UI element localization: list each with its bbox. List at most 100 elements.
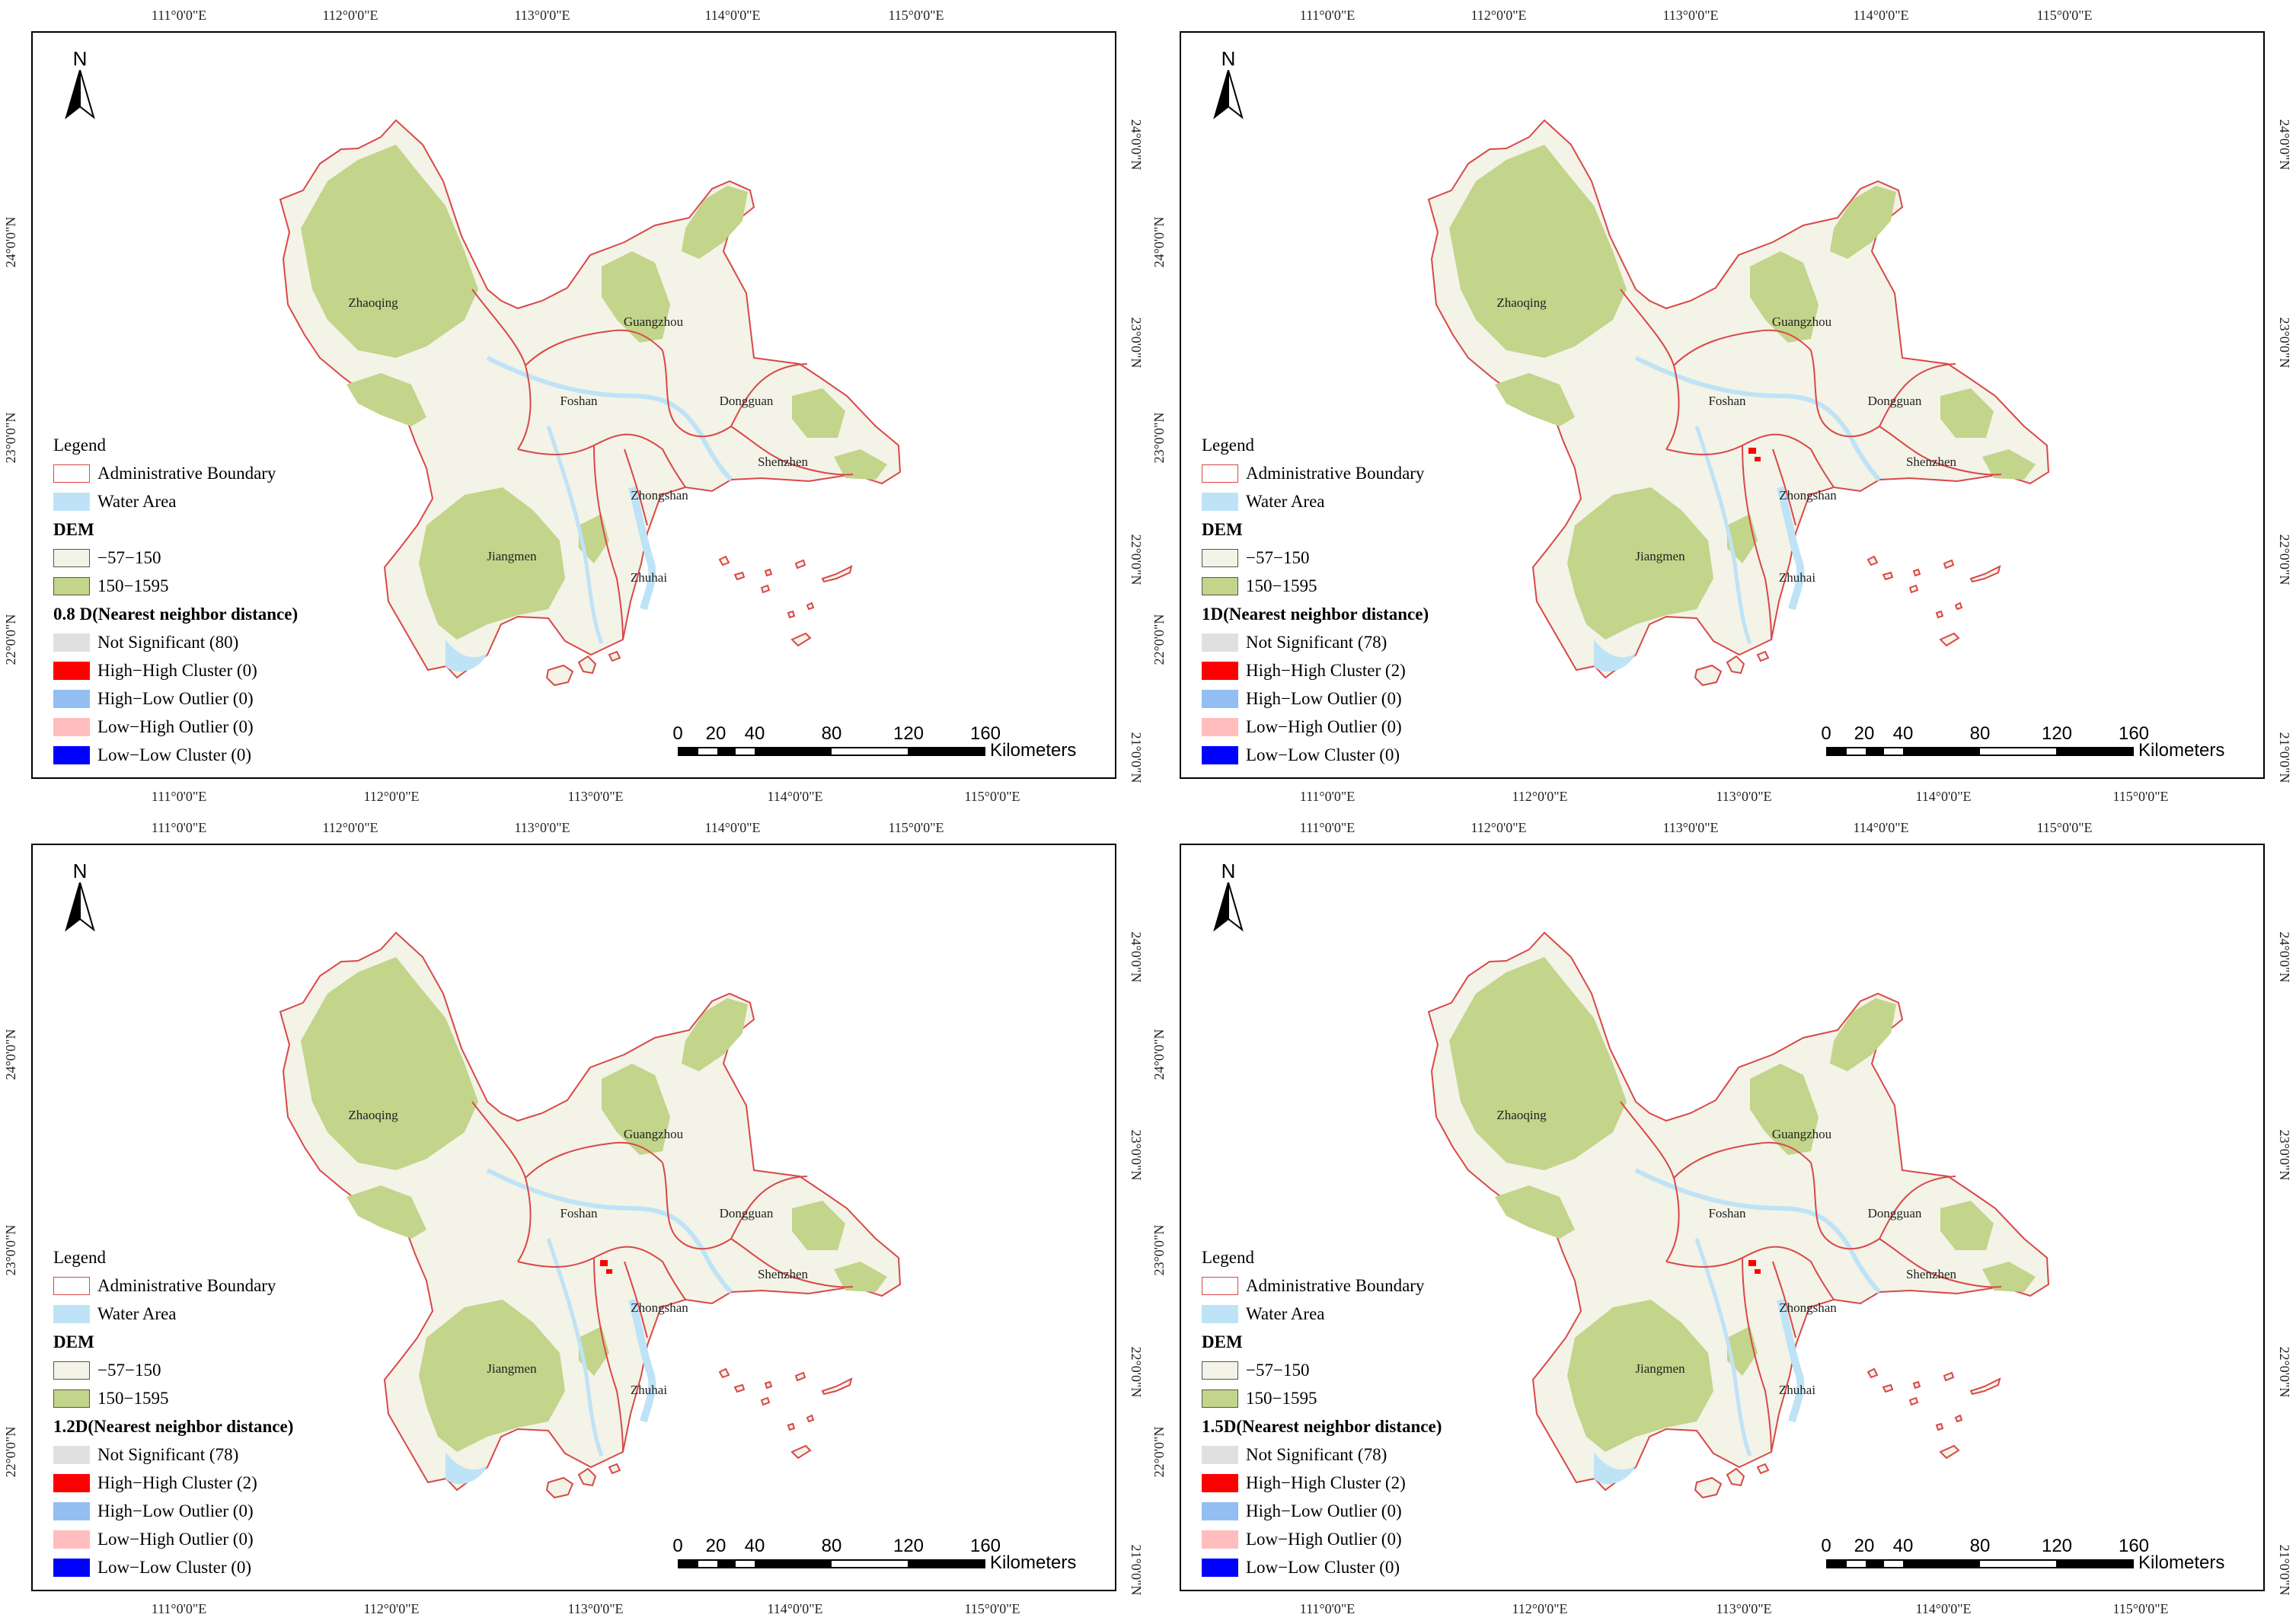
low-low-swatch bbox=[53, 1558, 90, 1577]
city-labels: Zhaoqing Guangzhou Foshan Dongguan Shenz… bbox=[348, 295, 808, 585]
scale-bar: 0 20 40 80 120 160 Kilometers bbox=[1821, 723, 2224, 769]
highland-jiangmen bbox=[419, 487, 565, 640]
legend-item-high-high: High−High Cluster (2) bbox=[53, 1469, 293, 1497]
water-river bbox=[486, 1168, 733, 1294]
water-reservoir bbox=[445, 640, 487, 672]
scale-bar-ticks: 0 20 40 80 120 160 bbox=[1821, 1536, 2222, 1556]
highland-guangzhou-north bbox=[682, 998, 748, 1071]
legend-label: 150−1595 bbox=[1246, 1389, 1317, 1408]
high-high-swatch bbox=[1202, 1473, 1238, 1492]
city-label-foshan: Foshan bbox=[560, 394, 598, 408]
highland-shenzhen bbox=[834, 1262, 887, 1292]
highland-guangzhou-north bbox=[1830, 998, 1896, 1071]
lon-tick: 111°0'0"E bbox=[152, 789, 206, 804]
highland-zhaoqing bbox=[1449, 957, 1627, 1170]
water-estuary bbox=[1777, 1298, 1805, 1423]
scale-tick: 120 bbox=[2041, 1536, 2073, 1556]
lon-tick: 115°0'0"E bbox=[888, 820, 944, 835]
lat-ticks-left: 22°0'0"N 23°0'0"N 24°0'0"N bbox=[3, 217, 18, 665]
legend-label: Low−High Outlier (0) bbox=[1246, 1530, 1402, 1549]
lat-tick: 24°0'0"N bbox=[2277, 120, 2292, 171]
hh-cluster-b bbox=[1755, 457, 1761, 461]
map-canvas: 111°0'0"E 112°0'0"E 113°0'0"E 114°0'0"E … bbox=[1151, 8, 2292, 804]
high-high-clusters bbox=[600, 1260, 612, 1274]
legend-label: Low−High Outlier (0) bbox=[1246, 717, 1402, 736]
city-label-zhuhai: Zhuhai bbox=[631, 570, 667, 585]
low-high-swatch bbox=[1202, 717, 1238, 736]
legend-label: Low−Low Cluster (0) bbox=[1246, 1558, 1400, 1577]
legend-item-high-low: High−Low Outlier (0) bbox=[53, 684, 298, 713]
legend-label: High−Low Outlier (0) bbox=[97, 1501, 254, 1520]
city-label-jiangmen: Jiangmen bbox=[1635, 549, 1685, 563]
not-significant-swatch bbox=[53, 1445, 90, 1464]
north-arrow: N bbox=[1213, 860, 1244, 936]
scale-tick: 0 bbox=[1821, 723, 1831, 744]
not-significant-swatch bbox=[1202, 1445, 1238, 1464]
scale-bar-graphic bbox=[1826, 1559, 2134, 1568]
lat-ticks-right: 21°0'0"N 22°0'0"N 23°0'0"N 24°0'0"N bbox=[1129, 932, 1144, 1596]
lon-tick: 115°0'0"E bbox=[2112, 1601, 2168, 1616]
legend-item-water-area: Water Area bbox=[1202, 487, 1429, 515]
legend-title: Legend bbox=[53, 436, 106, 455]
city-label-dongguan: Dongguan bbox=[1868, 1206, 1922, 1220]
low-high-swatch bbox=[1202, 1530, 1238, 1549]
highland-shenzhen bbox=[834, 449, 887, 480]
legend-item-low-low: Low−Low Cluster (0) bbox=[1202, 741, 1429, 769]
city-label-zhaoqing: Zhaoqing bbox=[348, 1108, 398, 1122]
lat-ticks-right: 21°0'0"N 22°0'0"N 23°0'0"N 24°0'0"N bbox=[2277, 932, 2292, 1596]
lon-tick: 112°0'0"E bbox=[322, 820, 378, 835]
scale-bar-ticks: 0 20 40 80 120 160 bbox=[672, 723, 1074, 744]
scale-bar-unit: Kilometers bbox=[990, 1552, 1077, 1573]
legend-label: Low−High Outlier (0) bbox=[97, 1530, 254, 1549]
legend-label: High−Low Outlier (0) bbox=[1246, 689, 1402, 708]
legend-dem-title: DEM bbox=[1202, 520, 1243, 539]
highland-guangzhou-east bbox=[602, 251, 670, 343]
lat-tick: 22°0'0"N bbox=[1129, 534, 1144, 585]
lat-tick: 22°0'0"N bbox=[3, 1427, 18, 1478]
scale-tick: 40 bbox=[1892, 1536, 1914, 1556]
legend-item-low-high: Low−High Outlier (0) bbox=[1202, 1525, 1442, 1553]
highland-zhaoqing-south bbox=[346, 373, 426, 426]
water-river bbox=[1634, 1168, 1882, 1294]
city-label-guangzhou: Guangzhou bbox=[1772, 314, 1832, 329]
water-river bbox=[486, 356, 733, 482]
lon-tick: 114°0'0"E bbox=[767, 789, 822, 804]
lon-tick: 114°0'0"E bbox=[1915, 1601, 1971, 1616]
study-area bbox=[1427, 119, 2050, 687]
water-xijiang bbox=[546, 1238, 604, 1456]
scale-tick: 20 bbox=[1854, 1536, 1875, 1556]
highland-zhaoqing-south bbox=[346, 1185, 426, 1239]
legend-title: Legend bbox=[53, 1248, 106, 1267]
lat-tick: 24°0'0"N bbox=[3, 1029, 18, 1080]
map-panel-2: 111°0'0"E 112°0'0"E 113°0'0"E 114°0'0"E … bbox=[1148, 0, 2296, 812]
admin-boundaries bbox=[471, 1101, 854, 1453]
legend-label: Administrative Boundary bbox=[1246, 1276, 1425, 1295]
city-label-dongguan: Dongguan bbox=[1868, 394, 1922, 408]
legend-item-not-significant: Not Significant (80) bbox=[53, 628, 298, 656]
highland-zhaoqing bbox=[1449, 145, 1627, 358]
legend-scenario-title: 0.8 D(Nearest neighbor distance) bbox=[53, 605, 299, 624]
dem-high-swatch bbox=[53, 576, 90, 595]
high-high-clusters bbox=[1748, 1260, 1761, 1274]
scale-tick: 0 bbox=[672, 1536, 683, 1556]
legend-label: High−High Cluster (2) bbox=[97, 1473, 257, 1492]
legend-title: Legend bbox=[1202, 436, 1254, 455]
lon-tick: 111°0'0"E bbox=[152, 8, 206, 23]
city-label-jiangmen: Jiangmen bbox=[1635, 1361, 1685, 1376]
lon-tick: 115°0'0"E bbox=[2036, 820, 2092, 835]
legend-item-dem-high: 150−1595 bbox=[53, 572, 298, 600]
city-label-zhuhai: Zhuhai bbox=[631, 1383, 667, 1397]
city-label-jiangmen: Jiangmen bbox=[487, 1361, 537, 1376]
lon-tick: 114°0'0"E bbox=[1853, 820, 1908, 835]
lat-tick: 22°0'0"N bbox=[1129, 1347, 1144, 1398]
scale-tick: 40 bbox=[744, 723, 765, 744]
low-high-swatch bbox=[53, 717, 90, 736]
legend-label: −57−150 bbox=[97, 548, 161, 567]
lon-ticks-bottom: 111°0'0"E 112°0'0"E 113°0'0"E 114°0'0"E … bbox=[1300, 789, 2169, 804]
scale-tick: 0 bbox=[1821, 1536, 1831, 1556]
lon-tick: 111°0'0"E bbox=[1300, 1601, 1355, 1616]
lon-ticks-top: 111°0'0"E 112°0'0"E 113°0'0"E 114°0'0"E … bbox=[1300, 820, 2093, 835]
north-label: N bbox=[1221, 47, 1236, 70]
lon-tick: 113°0'0"E bbox=[567, 789, 623, 804]
legend-item-not-significant: Not Significant (78) bbox=[1202, 1441, 1442, 1469]
